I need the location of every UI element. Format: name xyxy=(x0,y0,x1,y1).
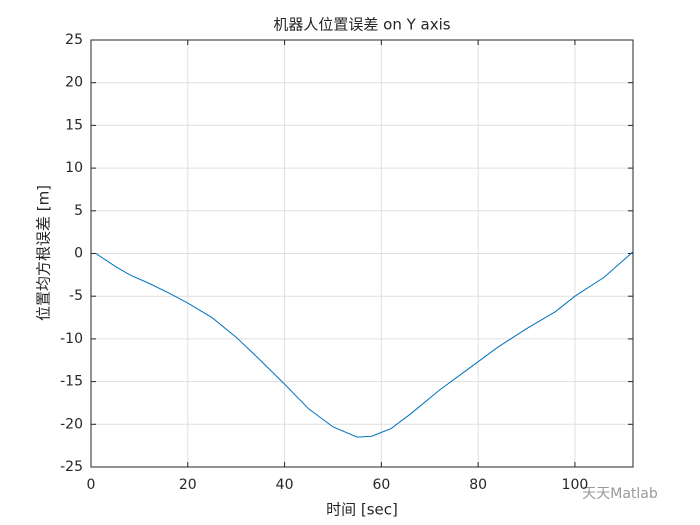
data-line xyxy=(95,251,634,438)
y-tick-label: 5 xyxy=(74,203,83,219)
x-tick-label: 60 xyxy=(372,477,390,493)
x-tick-label: 100 xyxy=(562,477,589,493)
y-tick-label: -15 xyxy=(60,374,83,390)
plot-frame xyxy=(90,39,634,468)
x-tick-label: 80 xyxy=(469,477,487,493)
y-tick-label: -10 xyxy=(60,331,83,347)
y-tick-label: -20 xyxy=(60,416,83,432)
y-tick-label: 25 xyxy=(65,32,83,48)
y-tick-label: 15 xyxy=(65,117,83,133)
y-tick-label: -25 xyxy=(60,459,83,475)
x-tick-label: 40 xyxy=(276,477,294,493)
y-tick-label: 10 xyxy=(65,160,83,176)
chart-title: 机器人位置误差 on Y axis xyxy=(273,16,450,34)
watermark: 天天Matlab xyxy=(582,486,658,502)
y-tick-label: 0 xyxy=(74,246,83,262)
x-axis-label: 时间 [sec] xyxy=(326,501,398,519)
y-axis-label: 位置均方根误差 [m] xyxy=(35,185,53,321)
y-tick-label: -5 xyxy=(69,288,83,304)
y-tick-label: 20 xyxy=(65,75,83,91)
x-tick-label: 20 xyxy=(179,477,197,493)
x-tick-label: 0 xyxy=(87,477,96,493)
